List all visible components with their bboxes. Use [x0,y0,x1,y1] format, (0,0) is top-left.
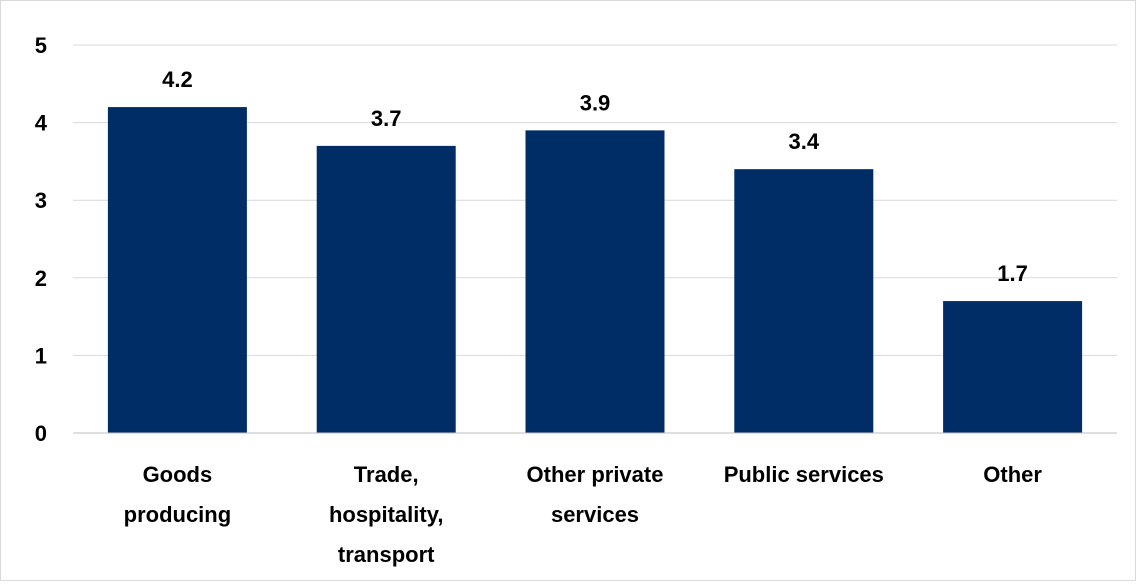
x-tick-label: hospitality, [329,502,444,527]
bars [107,107,1083,434]
data-label: 3.9 [580,90,611,115]
data-label: 3.4 [789,129,820,154]
x-tick-label: Public services [724,462,884,487]
bar [525,130,665,434]
data-label: 4.2 [162,67,193,92]
data-label: 1.7 [997,261,1028,286]
x-tick-label: transport [338,542,435,567]
x-tick-label: Other private [527,462,664,487]
data-labels: 4.2 3.7 3.9 3.4 1.7 [162,67,1028,286]
y-tick-label: 2 [35,266,47,291]
x-tick-label: Trade, [354,462,419,487]
x-tick-label: producing [124,502,232,527]
bar [107,107,247,433]
y-tick-label: 5 [35,33,47,58]
data-label: 3.7 [371,106,402,131]
y-tick-label: 1 [35,343,47,368]
bar [316,145,456,433]
x-tick-label: services [551,502,639,527]
y-tick-label: 4 [35,111,48,136]
bar [943,301,1083,433]
bar [734,169,874,433]
x-tick-label: Other [983,462,1042,487]
x-tick-label: Goods [143,462,213,487]
category-labels: Goods producing Trade, hospitality, transpor… [124,462,1043,567]
y-tick-label: 0 [35,421,47,446]
y-tick-label: 3 [35,188,47,213]
y-axis-ticks: 0 1 2 3 4 5 [35,33,48,446]
